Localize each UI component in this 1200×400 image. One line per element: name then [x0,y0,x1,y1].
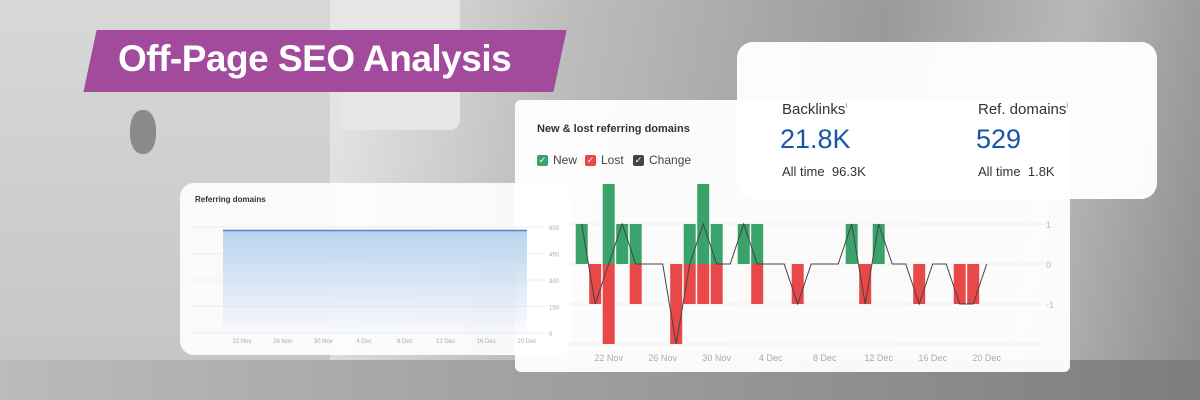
bar-new [683,224,696,264]
legend-label: New [553,153,578,167]
checkbox-icon: ✓ [537,155,548,167]
legend-lost[interactable]: ✓ Lost [585,153,624,167]
bar-lost [967,264,980,304]
info-icon[interactable]: i [1066,101,1069,110]
bar-new [845,224,858,264]
ref-domains-all-time: All time 1.8K [978,164,1055,179]
bar-lost [710,264,723,304]
checkbox-icon: ✓ [633,155,644,167]
bar-lost [791,264,804,304]
backlinks-all-time: All time 96.3K [782,164,866,179]
apple-logo-icon [130,110,156,154]
backlinks-value: 21.8K [780,124,851,154]
x-tick-label: 12 Dec [436,339,455,345]
x-tick-label: 16 Dec [477,339,496,345]
bar-lost [751,264,764,304]
x-tick-label: 20 Dec [972,353,1001,363]
x-tick-label: 26 Nov [273,339,292,345]
bar-lost [683,264,696,304]
bar-lost [602,264,615,344]
bar-new [602,184,615,264]
page-title: Off-Page SEO Analysis [118,38,512,79]
bar-lost [913,264,926,304]
x-tick-label: 20 Dec [517,339,536,345]
bar-lost [670,264,683,344]
area-fill [223,230,527,333]
change-line [581,222,988,345]
legend-label: Change [649,153,692,167]
x-tick-label: 22 Nov [594,353,623,363]
info-icon[interactable]: i [845,101,848,110]
bar-new [751,224,764,264]
bar-lost [589,264,602,304]
x-tick-label: 26 Nov [648,353,677,363]
x-tick-label: 12 Dec [864,353,893,363]
bar-lost [697,264,710,304]
stats-card [737,42,1157,199]
y-tick-label: -1 [1046,300,1054,310]
bar-new [629,224,642,264]
ref-domains-value: 529 [976,124,1022,154]
y-tick-label: 600 [549,226,560,232]
y-tick-label: 450 [549,253,560,259]
x-tick-label: 8 Dec [813,353,837,363]
bar-lost [629,264,642,304]
referring-domains-title: Referring domains [195,195,266,204]
x-tick-label: 22 Nov [232,339,251,345]
x-tick-label: 4 Dec [759,353,783,363]
x-tick-label: 8 Dec [397,339,413,345]
x-tick-label: 30 Nov [314,339,333,345]
bar-new [575,224,588,264]
legend-new[interactable]: ✓ New [537,153,577,167]
y-tick-label: 150 [549,306,560,312]
y-tick-label: 1 [1046,220,1051,230]
x-tick-label: 16 Dec [918,353,947,363]
legend-label: Lost [601,153,624,167]
bar-new [616,224,629,264]
ref-domains-label: Ref. domainsi [978,101,1069,118]
y-tick-label: 0 [1046,260,1051,270]
y-tick-label: 300 [549,279,560,285]
bar-lost [953,264,966,304]
backlinks-label: Backlinksi [782,101,848,118]
bar-new [872,224,885,264]
legend-change[interactable]: ✓ Change [633,153,691,167]
bar-new [737,224,750,264]
bar-lost [859,264,872,304]
bar-new [710,224,723,264]
x-tick-label: 30 Nov [702,353,731,363]
new-lost-title: New & lost referring domains [537,123,690,135]
checkbox-icon: ✓ [585,155,596,167]
x-tick-label: 4 Dec [356,339,372,345]
y-tick-label: 0 [549,332,553,338]
